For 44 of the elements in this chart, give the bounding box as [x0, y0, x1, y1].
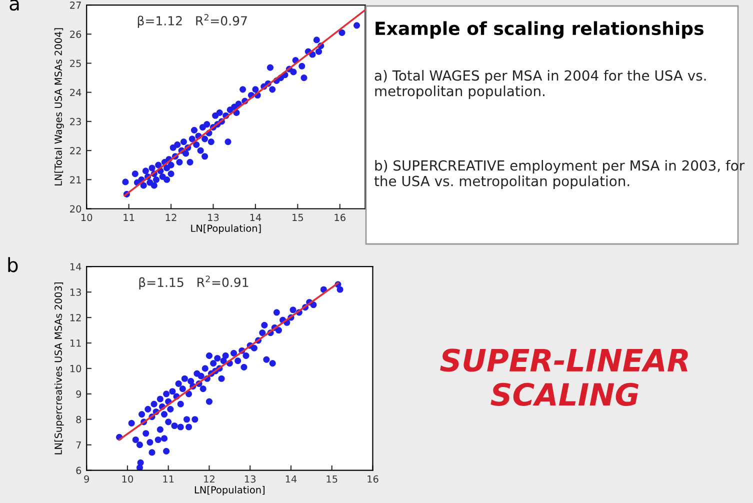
- y-tick-label: 6: [76, 466, 82, 474]
- annotation: β=1.12 R$^{2}$=0.97: [138, 14, 247, 28]
- x-tick-label: 13: [244, 475, 256, 483]
- x-tick-label: 14: [250, 214, 262, 221]
- y-axis-title: LN[Total Wages USA MSAs 2004]: [54, 28, 64, 186]
- x-tick-label: 14: [286, 475, 297, 483]
- y-tick-label: 10: [70, 364, 82, 372]
- x-tick-label: 10: [122, 475, 134, 483]
- text: Example of scaling relationships: [376, 21, 704, 39]
- x-tick-label: 16: [368, 475, 378, 483]
- chart-title: b: [8, 257, 18, 272]
- y-tick-label: 27: [70, 2, 81, 9]
- y-tick-label: 9: [76, 390, 82, 398]
- x-tick-label: 13: [208, 214, 219, 222]
- x-axis-title: LN[Population]: [191, 224, 261, 234]
- y-tick-label: 26: [70, 30, 82, 38]
- x-tick-label: 10: [81, 214, 92, 222]
- x-tick-label: 15: [292, 214, 303, 222]
- y-tick-label: 22: [70, 147, 81, 154]
- annotation: β=1.15 R$^{2}$=0.91: [139, 276, 248, 290]
- x-tick-label: 11: [163, 475, 174, 483]
- chart-title: a: [10, 0, 19, 11]
- y-tick-label: 7: [76, 441, 81, 449]
- text: a) Total WAGES per MSA in 2004 for the USA vs. metropolitan population.: [374, 70, 706, 99]
- y-tick-label: 11: [70, 340, 81, 347]
- y-tick-label: 12: [70, 314, 81, 322]
- x-axis-title: LN[Population]: [194, 486, 265, 496]
- x-tick-label: 16: [334, 214, 346, 222]
- x-tick-label: 12: [204, 475, 214, 483]
- y-tick-label: 23: [70, 118, 81, 126]
- x-tick-label: 11: [124, 214, 134, 221]
- x-tick-label: 15: [326, 475, 338, 483]
- y-tick-label: 13: [70, 288, 81, 296]
- y-tick-label: 25: [70, 60, 81, 68]
- y-tick-label: 14: [70, 263, 82, 270]
- x-tick-label: 12: [166, 214, 176, 221]
- x-tick-label: 9: [84, 475, 90, 483]
- y-tick-label: 21: [70, 176, 81, 184]
- text: SUPER-LINEAR SCALING: [440, 348, 688, 406]
- y-tick-label: 8: [76, 416, 82, 424]
- y-tick-label: 20: [70, 205, 82, 213]
- y-tick-label: 24: [70, 88, 82, 96]
- y-axis-title: LN[Supercreatives USA MSAs 2003]: [54, 282, 64, 454]
- text: b) SUPERCREATIVE employment per MSA in 2003, for the USA vs. metropolitan population.: [374, 160, 745, 189]
